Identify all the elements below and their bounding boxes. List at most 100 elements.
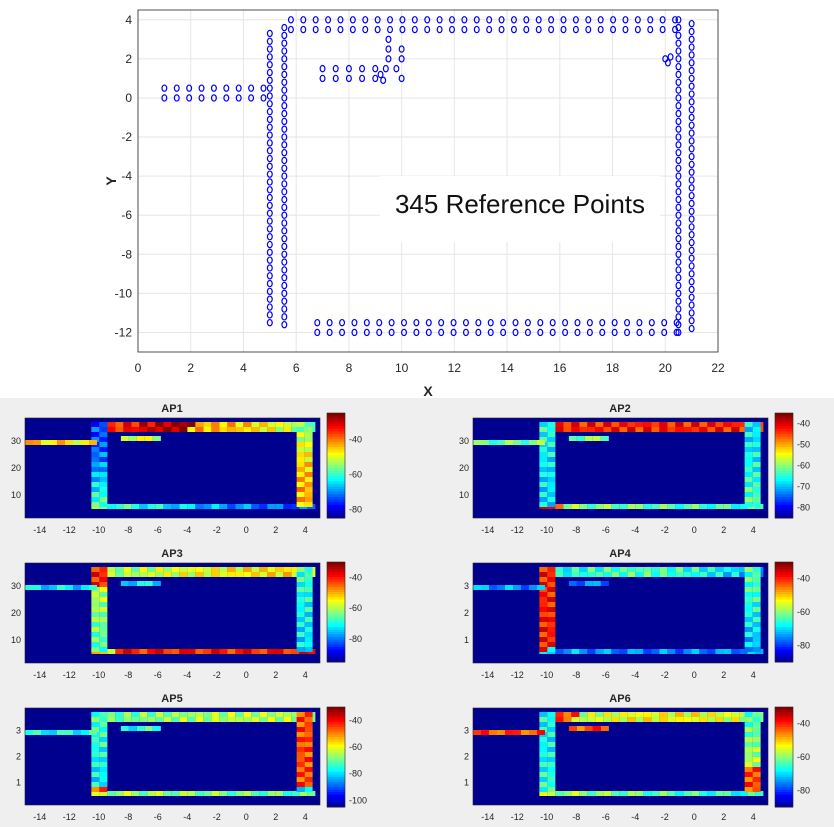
heatmap-cell [539,567,548,572]
heatmap-cell [99,587,108,592]
colorbar-segment [775,423,793,427]
colorbar-segment [327,627,345,630]
colorbar-segment [327,754,345,758]
heatmap-cell [99,457,108,462]
colorbar-segment [327,637,345,640]
heatmap-cell [603,504,612,509]
colorbar-segment [775,782,793,785]
heatmap-cell [675,791,684,796]
heatmap-cell [259,504,268,509]
heatmap-cell [683,649,692,654]
reference-point-191 [339,328,346,337]
reference-point-278 [688,184,695,192]
heatmap-cell [587,717,596,722]
heatmap-cell [563,649,572,654]
heatmap-cell [73,585,81,590]
reference-point-145 [510,25,517,34]
colorbar-segment [775,587,793,590]
colorbar-segment [327,439,345,443]
heatmap-3-x-tick-7: 0 [692,670,697,680]
heatmap-cell [275,712,284,717]
reference-point-80 [281,133,288,141]
colorbar-segment [327,654,345,658]
heatmap-cell [731,572,740,577]
heatmap-cell [481,585,489,590]
heatmap-axes-box-2 [24,562,321,664]
heatmap-cell [235,791,244,796]
colorbar-segment [327,719,345,723]
colorbar-segment [327,804,345,808]
heatmap-cell [296,422,305,427]
heatmap-cell [267,712,276,717]
reference-point-77 [281,156,288,165]
colorbar-segment [327,562,345,565]
heatmap-cell [547,627,556,632]
heatmap-cell [667,572,676,577]
reference-point-257 [675,31,682,40]
colorbar-segment [327,729,345,733]
heatmap-cell [107,422,116,427]
heatmap-1-x-tick-0: -14 [481,525,494,535]
colorbar-5-tick-1: -60 [797,752,810,762]
heatmap-cell [152,726,161,731]
reference-point-198 [425,328,432,337]
heatmap-1-x-tick-1: -12 [511,525,524,535]
heatmap-cell [619,649,628,654]
reference-point-211 [586,328,593,337]
reference-point-226 [675,274,682,282]
reference-point-160 [326,318,333,327]
colorbar-segment [327,579,345,583]
heatmap-cell [555,504,564,509]
colorbar-segment [775,624,793,628]
heatmap-cell [304,787,313,792]
heatmap-cell [120,436,129,441]
heatmap-cell [547,592,556,597]
heatmap-cell [547,457,556,462]
heatmap-cell [291,649,300,654]
heatmap-cell [299,791,308,796]
colorbar-segment [327,764,345,768]
heatmap-cell [752,642,761,647]
reference-point-26 [266,256,273,264]
heatmap-cell [275,567,284,572]
heatmap-cell [99,492,108,497]
colorbar-segment [327,739,345,743]
colorbar-segment [775,462,793,466]
colorbar-segment [327,767,345,770]
heatmap-cell [723,649,732,654]
reference-point-202 [475,328,482,337]
reference-point-102 [374,16,381,24]
heatmap-cell [744,572,753,577]
reference-point-243 [675,141,682,149]
heatmap-cell [99,622,108,627]
reference-point-70 [281,211,288,219]
heatmap-cell [235,649,244,654]
reference-point-69 [281,219,288,227]
reference-point-35 [266,186,273,194]
heatmap-cell [744,717,753,722]
reference-point-144 [498,25,505,34]
reference-point-83 [281,109,288,118]
heatmap-cell [731,712,740,717]
reference-point-303 [332,74,339,83]
heatmap-cell [555,567,564,572]
heatmap-cell [139,567,148,572]
reference-point-251 [675,78,682,87]
heatmap-cell [203,427,212,432]
heatmap-cell [99,577,108,582]
heatmap-cell [744,437,753,442]
colorbar-segment [775,762,793,765]
reference-point-239 [675,172,682,180]
heatmap-4-x-tick-4: -6 [154,812,162,822]
heatmap-cell [651,791,660,796]
colorbar-segment [327,572,345,575]
heatmap-cell [91,722,100,727]
colorbar-segment [775,729,793,733]
heatmap-cell [296,612,305,617]
heatmap-cell [555,422,564,427]
heatmap-cell [115,791,124,796]
heatmap-5-x-tick-4: -6 [602,812,610,822]
heatmap-cell [91,567,100,572]
heatmap-cell [675,422,684,427]
heatmap-cell [752,567,761,572]
